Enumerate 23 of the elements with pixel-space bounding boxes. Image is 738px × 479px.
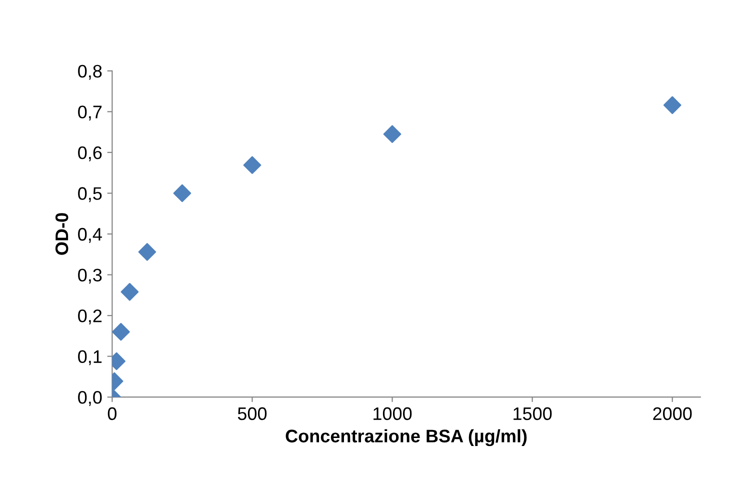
y-axis-title: OD-0 <box>55 213 68 255</box>
point <box>383 125 402 144</box>
x-tick-label: 2000 <box>653 407 692 420</box>
x-tick-label: 1000 <box>374 407 412 420</box>
y-tick-label: 0,4 <box>78 228 102 243</box>
y-tick-label: 0,1 <box>78 350 102 366</box>
x-axis-title: Concentrazione BSA (µg/ml) <box>286 429 527 446</box>
y-tick-label: 0,3 <box>78 268 102 284</box>
point <box>138 243 156 261</box>
x-tick-label: 500 <box>238 407 267 420</box>
y-tick-label: 0,2 <box>78 309 102 324</box>
x-tick-label: 0 <box>108 407 116 420</box>
point <box>120 282 139 301</box>
y-tick-label: 0,8 <box>78 64 102 80</box>
y-tick-label: 0,0 <box>78 391 102 406</box>
x-tick-label: 1500 <box>514 407 552 420</box>
point <box>663 96 682 114</box>
y-tick-label: 0,6 <box>78 146 102 162</box>
point <box>112 322 130 341</box>
point <box>173 184 192 202</box>
y-tick-label: 0,5 <box>78 187 102 202</box>
y-tick-label: 0,7 <box>78 106 102 121</box>
point <box>243 156 262 174</box>
